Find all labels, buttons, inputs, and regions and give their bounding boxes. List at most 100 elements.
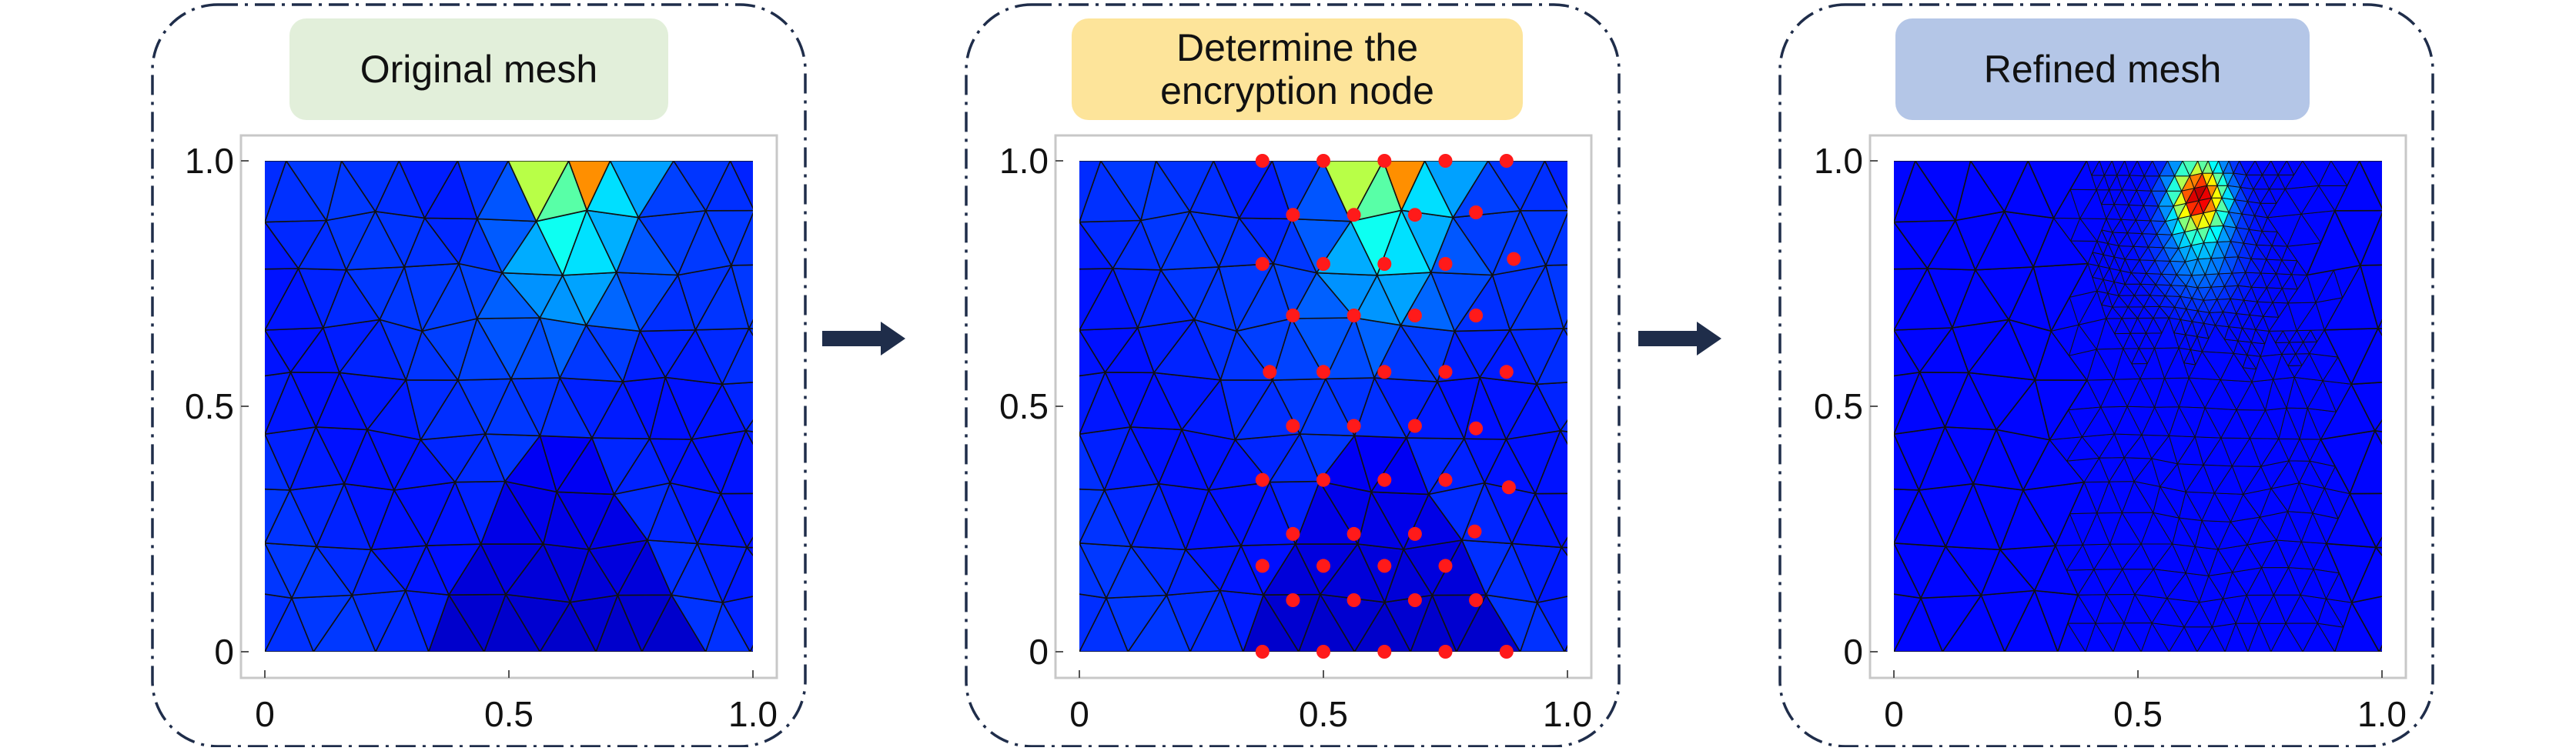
x-tick-label: 0.5 — [2113, 694, 2163, 734]
encryption-node — [1347, 208, 1361, 222]
mesh-element — [2153, 569, 2186, 599]
encryption-node — [1438, 472, 1453, 487]
mesh-element — [2173, 202, 2186, 219]
mesh-element — [2143, 161, 2160, 177]
mesh-element — [1423, 161, 1489, 219]
mesh-element — [2183, 349, 2196, 365]
mesh-element — [2154, 247, 2171, 262]
mesh-element — [1213, 161, 1273, 219]
mesh-element — [2374, 429, 2382, 446]
mesh-element — [2260, 460, 2290, 489]
mesh-element — [2236, 227, 2250, 244]
encryption-node — [1377, 154, 1392, 168]
mesh-element — [2159, 175, 2176, 192]
mesh-element — [567, 161, 611, 212]
mesh-element — [2223, 272, 2239, 287]
mesh-element — [507, 161, 570, 222]
encryption-node — [1286, 593, 1300, 607]
arrow-icon — [822, 322, 905, 355]
mesh-element — [2114, 318, 2131, 335]
mesh-element — [2358, 161, 2382, 210]
mesh-element — [2092, 252, 2104, 267]
mesh-element — [2231, 438, 2262, 467]
encryption-node — [1316, 365, 1330, 379]
encryption-node — [1347, 526, 1361, 541]
mesh-element — [2153, 486, 2180, 519]
mesh-element — [2201, 351, 2234, 381]
mesh-element — [2281, 274, 2298, 290]
mesh-element — [2128, 190, 2144, 206]
encryption-node — [1407, 309, 1422, 322]
mesh-element — [2151, 458, 2178, 487]
mesh-element — [2236, 299, 2250, 315]
y-tick-label: 0.5 — [185, 386, 234, 426]
mesh-element — [265, 488, 291, 544]
panel-frame-original — [151, 3, 807, 748]
mesh-element — [2183, 626, 2213, 652]
mesh-element — [729, 161, 753, 210]
mesh-element — [1545, 264, 1567, 329]
mesh-element — [2375, 546, 2382, 556]
mesh-element — [2101, 292, 2113, 308]
mesh-element — [746, 546, 753, 556]
encryption-node — [1377, 365, 1392, 379]
x-tick-label: 0 — [255, 694, 275, 734]
x-tick-label: 1.0 — [1543, 694, 1592, 734]
mesh-element — [2313, 569, 2340, 599]
y-tick-label: 1.0 — [1814, 141, 1863, 181]
mesh-element — [2124, 245, 2140, 261]
mesh-element — [2275, 330, 2290, 343]
encryption-node — [1286, 208, 1300, 222]
mesh-element — [2284, 185, 2320, 215]
mesh-element — [1561, 546, 1567, 556]
mesh-element — [2285, 622, 2318, 652]
mesh-element — [2289, 342, 2304, 355]
mesh-element — [2303, 329, 2317, 343]
mesh-element — [721, 546, 753, 603]
y-tick-label: 1.0 — [185, 141, 234, 181]
mesh-element — [2223, 326, 2239, 342]
mesh-element — [2287, 511, 2313, 542]
mesh-element — [2070, 218, 2098, 242]
mesh-element — [265, 161, 287, 223]
mesh-element — [2263, 302, 2280, 318]
mesh-element — [2112, 306, 2129, 319]
mesh-element — [2307, 380, 2337, 412]
mesh-element — [265, 593, 293, 652]
mesh-element — [2204, 379, 2237, 411]
mesh-encryption — [1079, 161, 1567, 652]
mesh-element — [2350, 327, 2382, 386]
encryption-node — [1316, 257, 1330, 271]
mesh-element — [1534, 429, 1567, 495]
mesh-element — [457, 161, 510, 220]
mesh-element — [2101, 229, 2113, 244]
y-tick-label: 0 — [1843, 632, 1863, 672]
encryption-node — [1316, 645, 1330, 659]
mesh-element — [2232, 544, 2263, 573]
mesh-element — [2178, 406, 2206, 438]
mesh-element — [1100, 161, 1157, 222]
encryption-node — [1255, 559, 1270, 573]
mesh-element — [1079, 161, 1102, 223]
mesh-element — [2196, 322, 2210, 339]
panel-title-encryption: Determine the encryption node — [1072, 18, 1523, 120]
mesh-element — [398, 161, 459, 219]
mesh-element — [2197, 310, 2210, 324]
encryption-node — [1407, 419, 1422, 433]
mesh-element — [2123, 622, 2153, 652]
mesh-original — [265, 161, 753, 652]
encryption-node — [1377, 559, 1392, 573]
encryption-node — [1255, 645, 1270, 659]
mesh-element — [2230, 516, 2260, 546]
mesh-element — [2249, 314, 2264, 330]
mesh-element — [2069, 189, 2097, 219]
x-tick-label: 0.5 — [1299, 694, 1348, 734]
mesh-element — [744, 429, 753, 446]
mesh-element — [2309, 353, 2339, 382]
mesh-element — [2286, 407, 2308, 440]
mesh-element — [2158, 190, 2174, 207]
panel-title-original: Original mesh — [289, 18, 668, 120]
encryption-node — [1407, 593, 1422, 607]
mesh-element — [609, 161, 674, 219]
mesh-element — [2091, 161, 2105, 176]
